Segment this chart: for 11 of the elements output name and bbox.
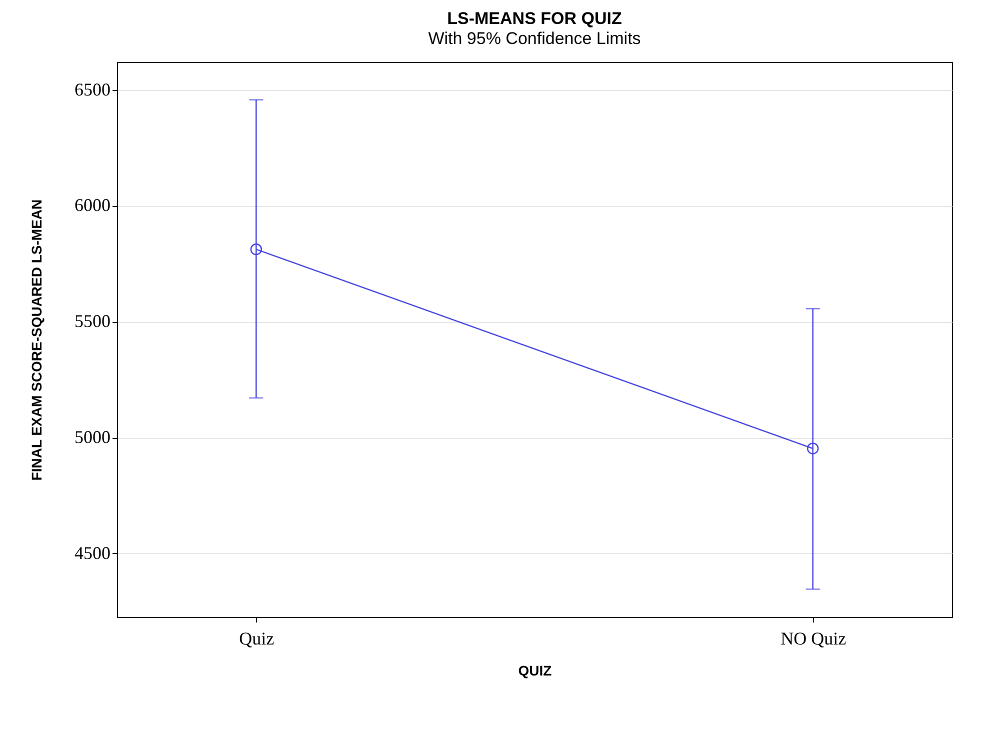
chart-title: LS-MEANS FOR QUIZ — [447, 9, 622, 28]
chart-subtitle: With 95% Confidence Limits — [428, 29, 641, 48]
y-tick-label: 5000 — [74, 427, 110, 448]
y-tick-label: 5500 — [74, 311, 110, 332]
y-tick-label: 4500 — [74, 542, 110, 563]
x-tick-label: NO Quiz — [780, 628, 846, 648]
x-axis-title: QUIZ — [518, 662, 552, 678]
y-tick-label: 6000 — [74, 195, 110, 216]
y-axis-title: FINAL EXAM SCORE-SQUARED LS-MEAN — [28, 199, 44, 481]
x-tick-label: Quiz — [239, 628, 274, 648]
y-tick-label: 6500 — [74, 79, 110, 100]
